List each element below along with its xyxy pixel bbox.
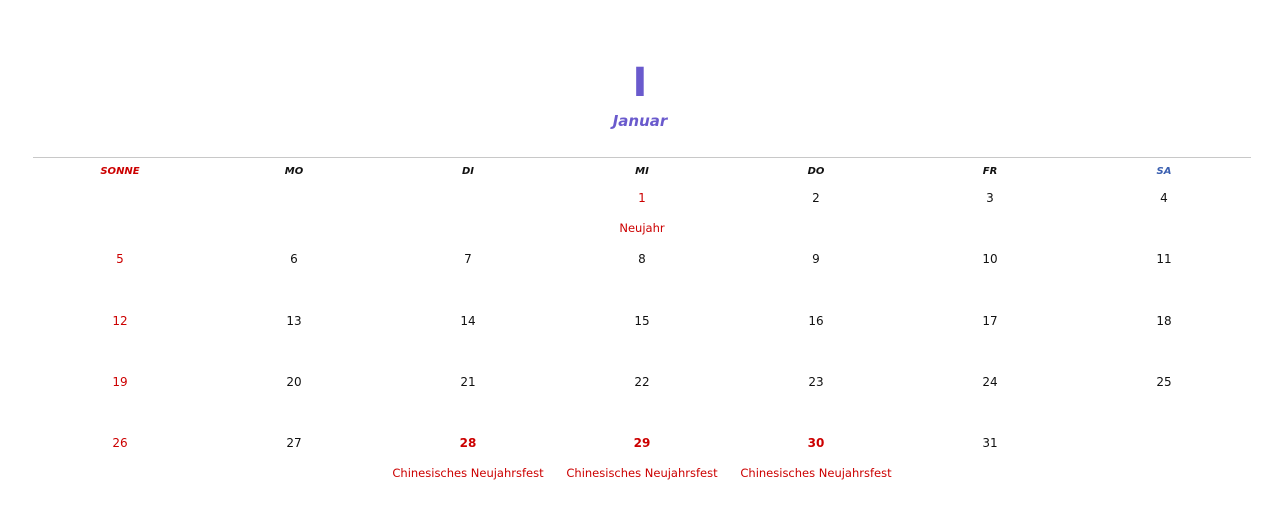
day-number: 30 <box>807 436 825 451</box>
calendar-grid: SONNE MO DI MI DO FR SA 1 Neujahr 2 3 4 5 6 7 8 9… <box>33 162 1251 490</box>
day-cell: 31 <box>903 429 1077 490</box>
day-cell: 6 <box>207 245 381 306</box>
day-number: 21 <box>460 374 476 389</box>
day-number: 10 <box>982 252 998 267</box>
day-cell: 17 <box>903 307 1077 368</box>
day-cell: 1 Neujahr <box>555 184 729 245</box>
day-cell: 2 <box>729 184 903 245</box>
month-number: I <box>632 60 648 106</box>
day-cell: 30 Chinesisches Neujahrsfest <box>729 429 903 490</box>
day-number: 3 <box>986 191 994 205</box>
day-number: 28 <box>459 436 477 451</box>
day-cell: 19 <box>33 368 207 429</box>
day-cell: 9 <box>729 245 903 306</box>
day-number: 19 <box>112 374 128 389</box>
day-number: 1 <box>638 191 646 205</box>
day-number: 5 <box>116 252 124 267</box>
day-cell: 8 <box>555 245 729 306</box>
day-number: 20 <box>286 374 302 389</box>
day-cell: 27 <box>207 429 381 490</box>
weekday-thursday: DO <box>807 166 825 177</box>
day-cell <box>1077 429 1251 490</box>
day-cell: 18 <box>1077 307 1251 368</box>
day-number: 18 <box>1156 313 1172 328</box>
holiday-label: Chinesisches Neujahrsfest <box>740 466 892 481</box>
day-cell: 4 <box>1077 184 1251 245</box>
day-number: 2 <box>812 191 820 205</box>
day-cell: 21 <box>381 368 555 429</box>
day-cell: 24 <box>903 368 1077 429</box>
day-number <box>1077 429 1251 435</box>
day-cell <box>33 184 207 245</box>
header-divider <box>33 157 1251 158</box>
day-cell: 12 <box>33 307 207 368</box>
weekday-wednesday: MI <box>635 166 649 177</box>
holiday-label: Neujahr <box>619 221 665 235</box>
weekday-saturday: SA <box>1156 166 1172 177</box>
day-number: 25 <box>1156 374 1172 389</box>
day-cell: 22 <box>555 368 729 429</box>
day-number: 11 <box>1156 252 1172 267</box>
day-cell: 13 <box>207 307 381 368</box>
day-cell: 10 <box>903 245 1077 306</box>
day-number: 13 <box>286 313 302 328</box>
day-cell: 26 <box>33 429 207 490</box>
day-number <box>207 184 381 190</box>
holiday-label: Chinesisches Neujahrsfest <box>566 466 718 481</box>
day-number: 7 <box>464 252 472 267</box>
weekday-friday: FR <box>982 166 998 177</box>
weekday-monday: MO <box>284 166 304 177</box>
day-cell: 14 <box>381 307 555 368</box>
day-cell: 29 Chinesisches Neujahrsfest <box>555 429 729 490</box>
day-number: 16 <box>808 313 824 328</box>
day-number: 22 <box>634 374 650 389</box>
weekday-sunday: SONNE <box>100 166 140 177</box>
day-cell: 5 <box>33 245 207 306</box>
day-cell: 3 <box>903 184 1077 245</box>
day-number: 6 <box>290 252 298 267</box>
day-number: 8 <box>638 252 646 267</box>
month-name: Januar <box>612 112 668 130</box>
day-cell: 23 <box>729 368 903 429</box>
day-number: 29 <box>633 436 651 451</box>
day-cell: 15 <box>555 307 729 368</box>
day-number: 17 <box>982 313 998 328</box>
day-number: 4 <box>1160 191 1168 205</box>
day-number: 14 <box>460 313 476 328</box>
day-number: 9 <box>812 252 820 267</box>
day-cell: 28 Chinesisches Neujahrsfest <box>381 429 555 490</box>
day-number: 31 <box>982 436 998 451</box>
day-cell: 16 <box>729 307 903 368</box>
day-number <box>33 184 207 190</box>
day-number: 23 <box>808 374 824 389</box>
day-number: 15 <box>634 313 650 328</box>
day-cell: 7 <box>381 245 555 306</box>
day-number: 12 <box>112 313 128 328</box>
day-cell: 11 <box>1077 245 1251 306</box>
day-cell <box>381 184 555 245</box>
day-number: 26 <box>112 436 128 451</box>
day-cell: 20 <box>207 368 381 429</box>
holiday-label: Chinesisches Neujahrsfest <box>392 466 544 481</box>
day-number <box>381 184 555 190</box>
day-cell: 25 <box>1077 368 1251 429</box>
day-number: 24 <box>982 374 998 389</box>
month-header: I Januar <box>0 60 1280 130</box>
day-cell <box>207 184 381 245</box>
weekday-tuesday: DI <box>461 166 475 177</box>
day-number: 27 <box>286 436 302 451</box>
